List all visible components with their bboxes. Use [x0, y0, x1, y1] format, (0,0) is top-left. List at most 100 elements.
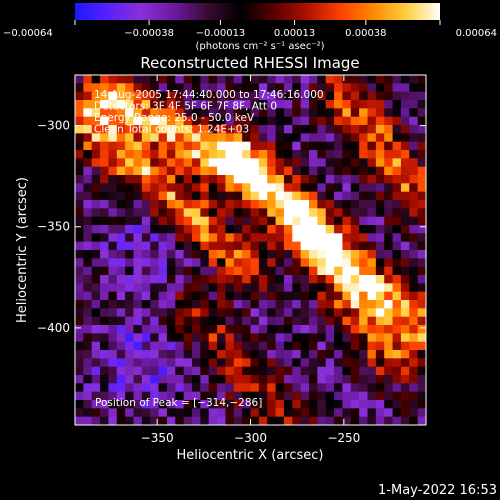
heatmap-cell — [116, 358, 126, 368]
heatmap-cell — [133, 200, 143, 209]
heatmap-cell — [75, 183, 84, 193]
heatmap-cell — [233, 225, 243, 234]
heatmap-cell — [267, 350, 277, 359]
heatmap-cell — [342, 275, 352, 284]
heatmap-cell — [275, 250, 285, 259]
heatmap-cell — [309, 391, 318, 401]
heatmap-cell — [400, 391, 410, 401]
heatmap-cell — [275, 275, 285, 284]
heatmap-cell — [242, 258, 252, 268]
heatmap-cell — [91, 358, 101, 368]
heatmap-cell — [367, 250, 377, 259]
heatmap-cell — [250, 191, 260, 201]
heatmap-cell — [334, 175, 344, 184]
heatmap-cell — [166, 250, 176, 259]
heatmap-cell — [384, 191, 394, 201]
heatmap-cell — [292, 383, 302, 393]
heatmap-cell — [200, 325, 210, 334]
heatmap-cell — [292, 83, 302, 93]
heatmap-cell — [183, 91, 193, 101]
heatmap-cell — [141, 400, 151, 409]
heatmap-cell — [359, 375, 369, 384]
heatmap-cell — [91, 250, 101, 259]
heatmap-cell — [100, 175, 110, 184]
heatmap-cell — [342, 250, 352, 259]
heatmap-cell — [250, 341, 260, 351]
heatmap-cell — [158, 91, 168, 101]
heatmap-cell — [125, 358, 135, 368]
heatmap-cell — [183, 183, 193, 193]
heatmap-cell — [400, 116, 410, 126]
heatmap-cell — [392, 300, 402, 309]
heatmap-cell — [125, 191, 135, 201]
heatmap-cell — [283, 183, 293, 193]
heatmap-cell — [417, 283, 426, 293]
heatmap-cell — [192, 216, 201, 226]
heatmap-cell — [392, 83, 402, 93]
heatmap-cell — [100, 375, 110, 384]
heatmap-cell — [175, 133, 185, 143]
heatmap-cell — [125, 225, 135, 234]
y-tick-label: −350 — [37, 220, 70, 234]
heatmap-cell — [392, 100, 402, 109]
heatmap-cell — [116, 258, 126, 268]
heatmap-cell — [359, 416, 369, 425]
heatmap-cell — [267, 100, 277, 109]
heatmap-cell — [283, 216, 293, 226]
heatmap-cell — [309, 75, 318, 84]
heatmap-cell — [217, 125, 227, 134]
heatmap-cell — [317, 283, 327, 293]
heatmap-cell — [350, 75, 360, 84]
heatmap-cell — [350, 416, 360, 425]
heatmap-cell — [158, 366, 168, 376]
heatmap-cell — [267, 316, 277, 326]
heatmap-cell — [300, 350, 310, 359]
heatmap-cell — [91, 116, 101, 126]
heatmap-cell — [225, 233, 235, 243]
heatmap-cell — [83, 241, 93, 251]
heatmap-cell — [175, 208, 185, 218]
heatmap-cell — [116, 250, 126, 259]
heatmap-cell — [217, 141, 227, 151]
heatmap-cell — [367, 308, 377, 318]
heatmap-cell — [334, 133, 344, 143]
heatmap-cell — [275, 158, 285, 168]
heatmap-cell — [267, 166, 277, 176]
heatmap-cell — [342, 200, 352, 209]
heatmap-cell — [417, 408, 426, 418]
heatmap-cell — [133, 283, 143, 293]
heatmap-cell — [359, 391, 369, 401]
heatmap-cell — [417, 150, 426, 159]
heatmap-cell — [400, 125, 410, 134]
heatmap-cell — [225, 308, 235, 318]
heatmap-cell — [192, 416, 201, 425]
heatmap-cell — [183, 116, 193, 126]
heatmap-cell — [108, 408, 118, 418]
heatmap-cell — [300, 108, 310, 118]
heatmap-cell — [75, 116, 84, 126]
heatmap-cell — [325, 416, 335, 425]
heatmap-cell — [141, 75, 151, 84]
heatmap-cell — [392, 125, 402, 134]
heatmap-cell — [83, 191, 93, 201]
heatmap-cell — [325, 166, 335, 176]
heatmap-cell — [91, 333, 101, 343]
heatmap-cell — [125, 166, 135, 176]
heatmap-cell — [275, 191, 285, 201]
heatmap-cell — [325, 300, 335, 309]
heatmap-cell — [192, 400, 201, 409]
heatmap-cell — [83, 266, 93, 276]
heatmap-cell — [409, 116, 419, 126]
heatmap-cell — [275, 308, 285, 318]
heatmap-cell — [350, 375, 360, 384]
heatmap-cell — [342, 316, 352, 326]
heatmap-cell — [317, 350, 327, 359]
heatmap-cell — [75, 166, 84, 176]
heatmap-cell — [392, 91, 402, 101]
heatmap-cell — [334, 266, 344, 276]
heatmap-cell — [133, 133, 143, 143]
heatmap-cell — [158, 125, 168, 134]
heatmap-cell — [258, 158, 268, 168]
heatmap-cell — [417, 166, 426, 176]
heatmap-cell — [100, 366, 110, 376]
